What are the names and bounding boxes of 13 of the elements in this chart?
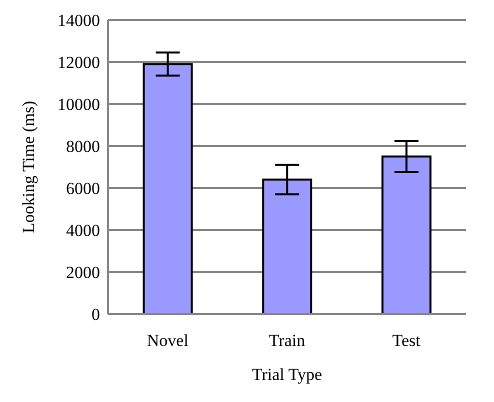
y-tick-label: 0 [92,305,100,324]
y-tick-label: 10000 [58,95,100,114]
x-axis-title: Trial Type [252,365,322,384]
x-tick-label: Novel [146,331,189,350]
y-tick-label: 12000 [58,53,100,72]
y-tick-label: 4000 [66,221,100,240]
x-tick-label: Train [268,331,306,350]
y-tick-label: 2000 [66,263,100,282]
y-axis-title: Looking Time (ms) [19,100,38,234]
y-tick-label: 14000 [58,11,100,30]
x-tick-label: Test [392,331,421,350]
y-tick-label: 8000 [66,137,100,156]
y-tick-label: 6000 [66,179,100,198]
